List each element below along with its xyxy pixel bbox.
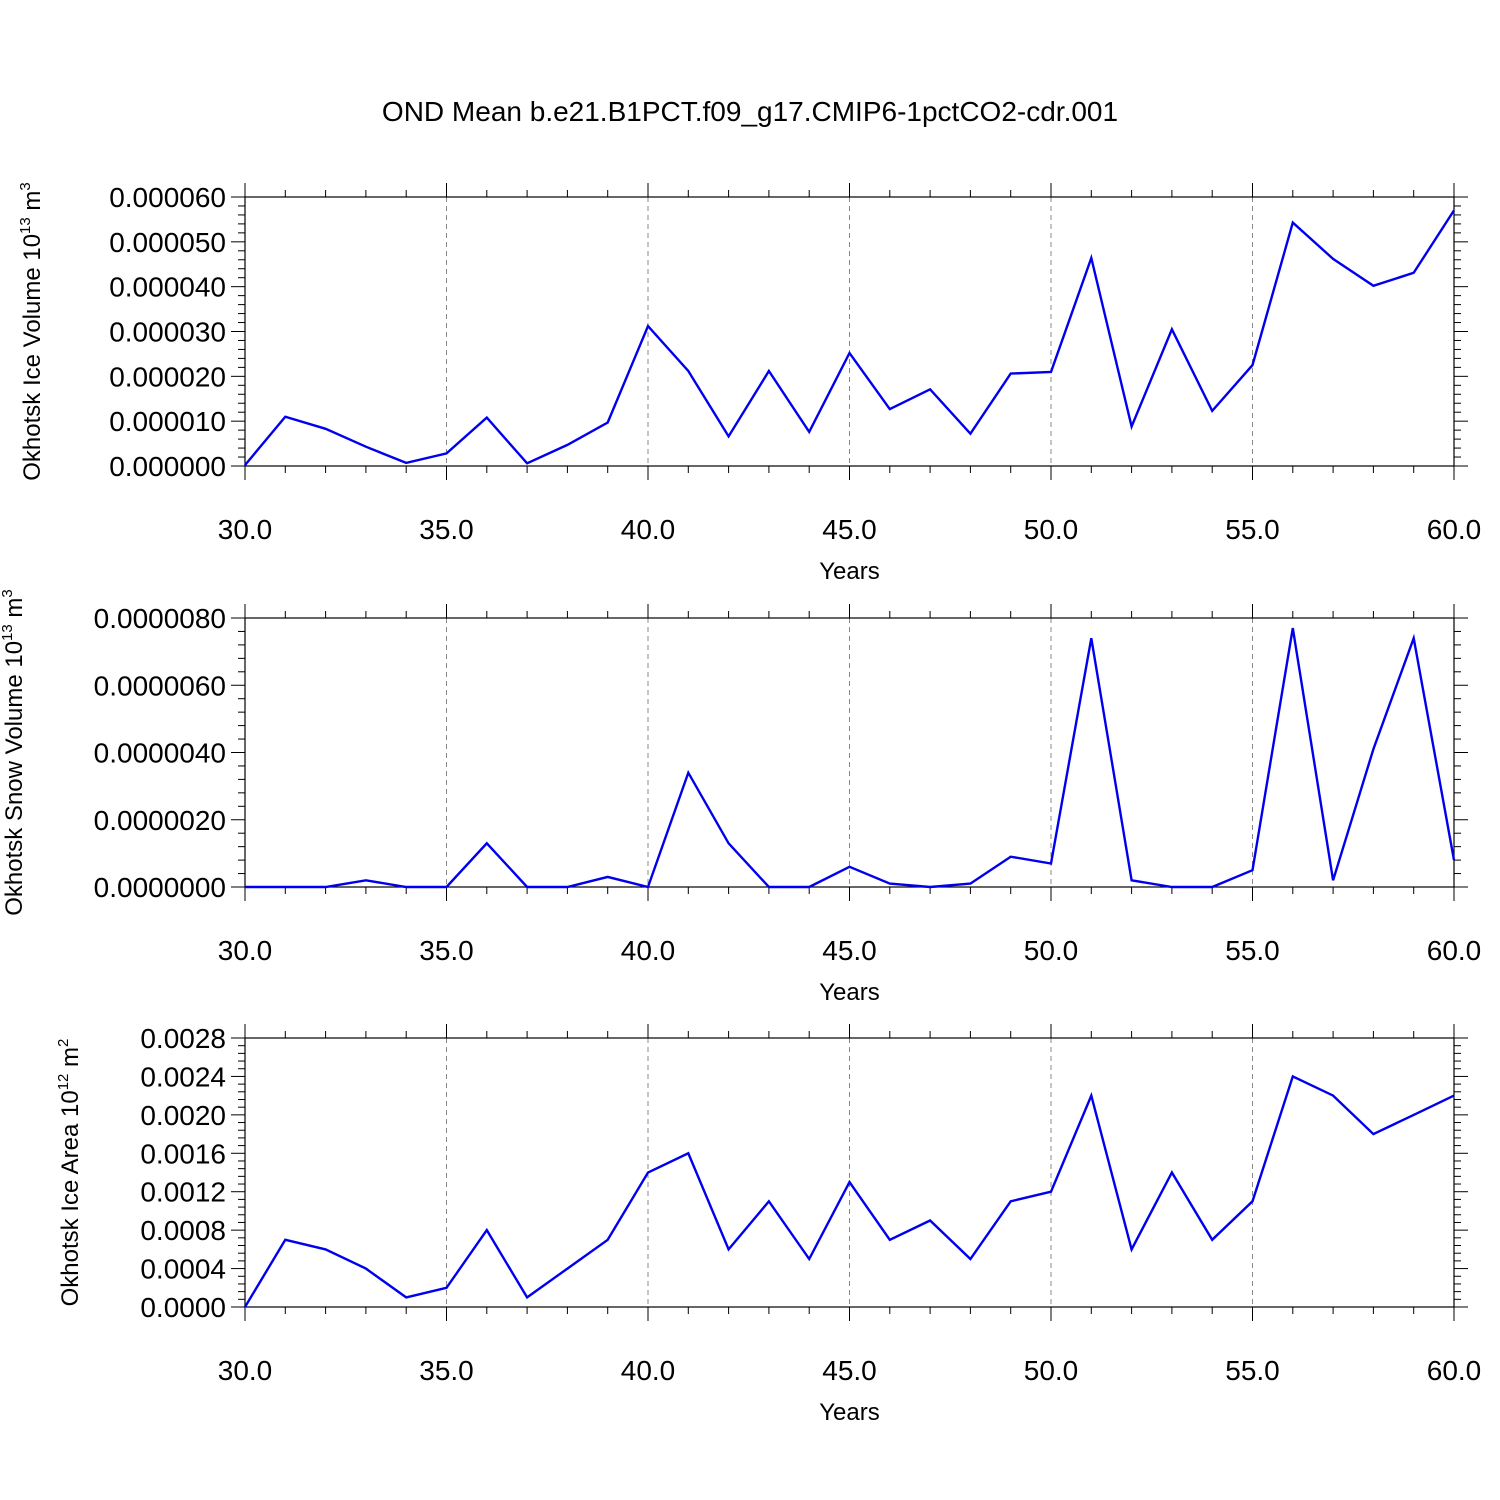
- x-tick-label: 60.0: [1427, 935, 1482, 966]
- y-tick-label: 0.0012: [140, 1177, 226, 1208]
- x-axis-label: Years: [819, 1399, 880, 1426]
- y-tick-label: 0.000020: [109, 361, 226, 392]
- x-tick-label: 40.0: [621, 1355, 676, 1386]
- x-tick-label: 35.0: [419, 935, 474, 966]
- y-tick-label: 0.0020: [140, 1100, 226, 1131]
- x-tick-label: 60.0: [1427, 1355, 1482, 1386]
- chart-panel-2: 30.0 35.0 40.0 45.0 50.0 55.0 60.0 0.0000000 0.0…: [0, 589, 1481, 1006]
- x-tick-label: 30.0: [218, 514, 273, 545]
- x-tick-label: 55.0: [1225, 514, 1280, 545]
- x-axis-label: Years: [819, 979, 880, 1006]
- series-line: [243, 1074, 1455, 1308]
- y-tick-label: 0.0000: [140, 1292, 226, 1323]
- chart-panel-3: 30.0 35.0 40.0 45.0 50.0 55.0 60.0 0.0000 0.0004…: [55, 1023, 1481, 1426]
- x-tick-label: 55.0: [1225, 1355, 1280, 1386]
- y-tick-label: 0.000050: [109, 227, 226, 258]
- x-tick-label: 45.0: [822, 935, 877, 966]
- y-tick-label: 0.0000060: [94, 670, 226, 701]
- x-tick-label: 60.0: [1427, 514, 1482, 545]
- x-tick-label: 30.0: [218, 1355, 273, 1386]
- y-tick-label: 0.0028: [140, 1023, 226, 1054]
- x-tick-label: 35.0: [419, 1355, 474, 1386]
- y-tick-label: 0.0000040: [94, 738, 226, 769]
- y-axis-label: Okhotsk Ice Area 1012 m2: [55, 1039, 84, 1307]
- series-line: [245, 627, 1456, 889]
- figure-title: OND Mean b.e21.B1PCT.f09_g17.CMIP6-1pctC…: [381, 96, 1119, 127]
- chart-panel-1: 30.0 35.0 40.0 45.0 50.0 55.0 60.0 0.000000 0.00…: [17, 182, 1481, 585]
- x-tick-label: 50.0: [1024, 514, 1079, 545]
- x-tick-label: 45.0: [822, 1355, 877, 1386]
- x-tick-label: 40.0: [621, 514, 676, 545]
- x-tick-label: 35.0: [419, 514, 474, 545]
- y-tick-label: 0.000030: [109, 317, 226, 348]
- y-tick-label: 0.000040: [109, 272, 226, 303]
- x-tick-label: 55.0: [1225, 935, 1280, 966]
- y-tick-label: 0.0008: [140, 1215, 226, 1246]
- y-tick-label: 0.000000: [109, 451, 226, 482]
- x-tick-label: 50.0: [1024, 935, 1079, 966]
- y-axis-label: Okhotsk Snow Volume 1013 m3: [0, 589, 28, 916]
- y-tick-label: 0.000060: [109, 182, 226, 213]
- y-tick-label: 0.0004: [140, 1254, 226, 1285]
- x-tick-label: 40.0: [621, 935, 676, 966]
- y-tick-label: 0.0000080: [94, 603, 226, 634]
- y-tick-label: 0.0000000: [94, 872, 226, 903]
- y-tick-label: 0.000010: [109, 406, 226, 437]
- x-axis-label: Years: [819, 558, 880, 585]
- x-tick-label: 30.0: [218, 935, 273, 966]
- x-tick-label: 50.0: [1024, 1355, 1079, 1386]
- y-tick-label: 0.0000020: [94, 805, 226, 836]
- y-tick-label: 0.0016: [140, 1138, 226, 1169]
- y-tick-label: 0.0024: [140, 1061, 226, 1092]
- y-axis-label: Okhotsk Ice Volume 1013 m3: [17, 182, 46, 481]
- series-line: [244, 209, 1456, 466]
- x-tick-label: 45.0: [822, 514, 877, 545]
